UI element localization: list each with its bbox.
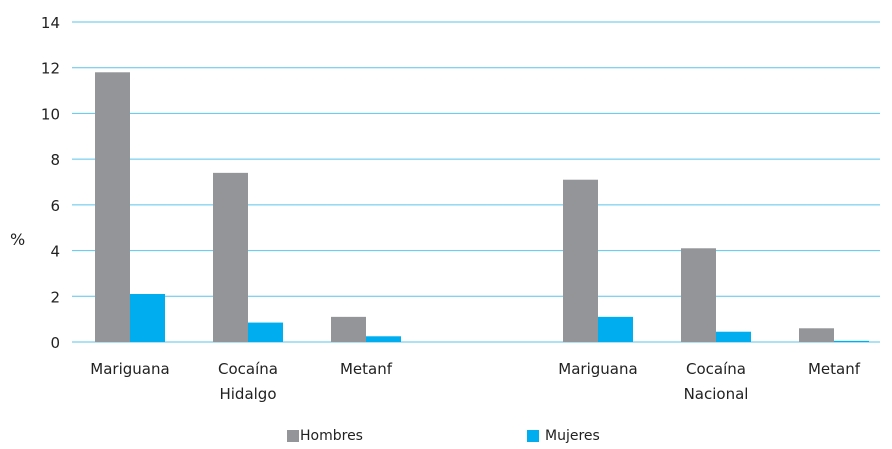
y-tick-label: 0 (50, 334, 60, 352)
x-tick-label: Mariguana (558, 360, 637, 378)
y-axis-label: % (10, 230, 26, 249)
bar-mujeres (716, 331, 751, 342)
y-tick-label: 6 (50, 197, 60, 215)
x-tick-label: Mariguana (90, 360, 169, 378)
bar-hombres (799, 328, 834, 342)
legend-swatch-hombres (287, 430, 299, 442)
bar-mujeres (834, 340, 869, 342)
bar-mujeres (598, 316, 633, 342)
group-label: Nacional (684, 385, 749, 403)
y-tick-label: 10 (41, 105, 60, 123)
legend-item-hombres: Hombres (287, 428, 363, 444)
y-tick-label: 4 (50, 243, 60, 261)
legend-swatch-mujeres (527, 430, 539, 442)
bar-mujeres (130, 294, 165, 342)
group-label: Hidalgo (219, 385, 276, 403)
y-tick-label: 14 (41, 14, 60, 32)
legend-label-hombres: Hombres (300, 428, 363, 444)
x-tick-label: Metanf (808, 360, 861, 378)
x-tick-label: Cocaína (686, 360, 746, 378)
y-tick-label: 8 (50, 151, 60, 169)
y-tick-label: 12 (41, 60, 60, 78)
y-tick-label: 2 (50, 288, 60, 306)
bar-hombres (331, 316, 366, 342)
bar-mujeres (248, 322, 283, 342)
legend-item-mujeres: Mujeres (527, 428, 600, 444)
x-tick-label: Cocaína (218, 360, 278, 378)
bar-hombres (213, 172, 248, 342)
x-tick-label: Metanf (340, 360, 393, 378)
bar-hombres (95, 72, 130, 343)
bar-hombres (681, 248, 716, 342)
legend-label-mujeres: Mujeres (545, 428, 600, 444)
bar-mujeres (366, 336, 401, 342)
bar-hombres (563, 179, 598, 342)
